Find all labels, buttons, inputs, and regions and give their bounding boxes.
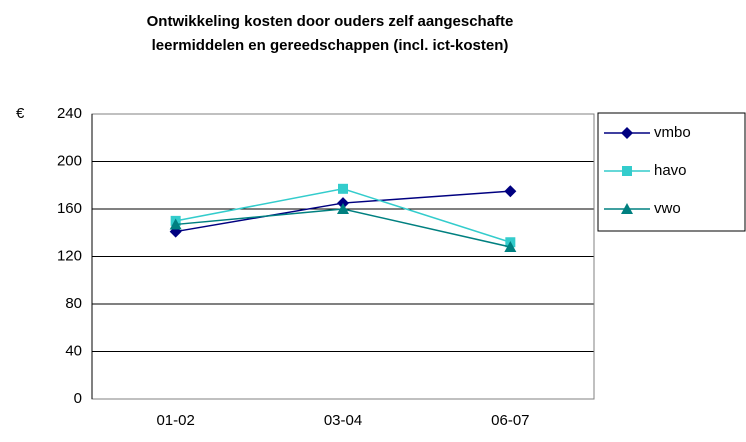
y-tick-label: 120 [57, 247, 82, 264]
data-point [338, 183, 348, 194]
data-point [504, 185, 517, 198]
chart-title: leermiddelen en gereedschappen (incl. ic… [152, 37, 509, 54]
y-tick-label: 0 [74, 390, 82, 407]
y-axis-label: € [16, 105, 25, 122]
y-tick-label: 240 [57, 105, 82, 122]
data-point [169, 218, 182, 230]
y-tick-label: 160 [57, 200, 82, 217]
chart-title: Ontwikkeling kosten door ouders zelf aan… [147, 13, 514, 30]
legend-label: vmbo [654, 124, 691, 141]
data-point [504, 241, 517, 252]
x-tick-label: 01-02 [156, 412, 194, 429]
legend-label: vwo [654, 200, 681, 217]
legend-label: havo [654, 162, 687, 179]
data-point [337, 203, 349, 214]
series-line [175, 188, 511, 243]
y-tick-label: 40 [65, 342, 82, 359]
y-tick-label: 80 [65, 295, 82, 312]
x-tick-label: 06-07 [491, 412, 529, 429]
y-tick-label: 200 [57, 152, 82, 169]
x-tick-label: 03-04 [324, 412, 362, 429]
legend-marker [621, 203, 633, 214]
series-line [175, 208, 511, 248]
legend-marker [621, 127, 633, 139]
legend-marker [622, 166, 632, 176]
